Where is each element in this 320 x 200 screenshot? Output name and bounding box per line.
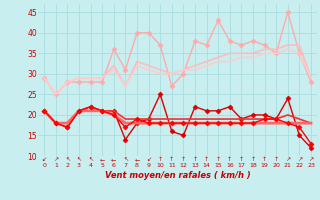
X-axis label: Vent moyen/en rafales ( km/h ): Vent moyen/en rafales ( km/h ): [105, 171, 251, 180]
